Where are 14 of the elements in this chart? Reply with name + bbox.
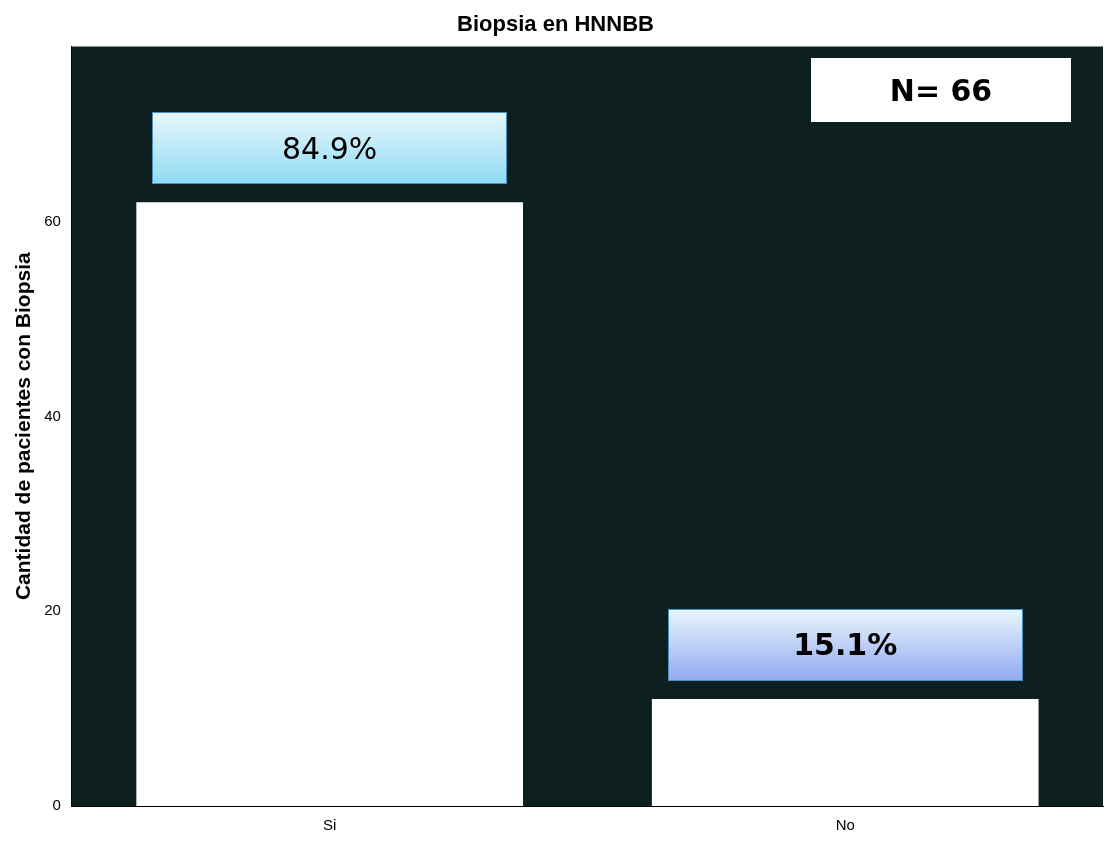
y-tick-label: 60 (44, 211, 61, 229)
callout-box: 15.1% (667, 608, 1023, 681)
annotation: 84.9% (282, 130, 378, 166)
annotation: 15.1% (793, 627, 898, 663)
callout-box: 84.9% (152, 112, 508, 185)
x-tick-label: No (835, 816, 855, 834)
y-tick-label: 0 (52, 796, 61, 814)
y-tick-label: 40 (44, 406, 61, 424)
y-axis-title: Cantidad de pacientes con Biopsia (11, 252, 35, 601)
y-tick-label: 20 (44, 601, 61, 619)
annotation: N= 66 (889, 72, 993, 108)
chart-title: Biopsia en HNNBB (457, 11, 654, 37)
note-box: N= 66 (811, 58, 1071, 123)
x-tick-label: Si (322, 816, 337, 834)
